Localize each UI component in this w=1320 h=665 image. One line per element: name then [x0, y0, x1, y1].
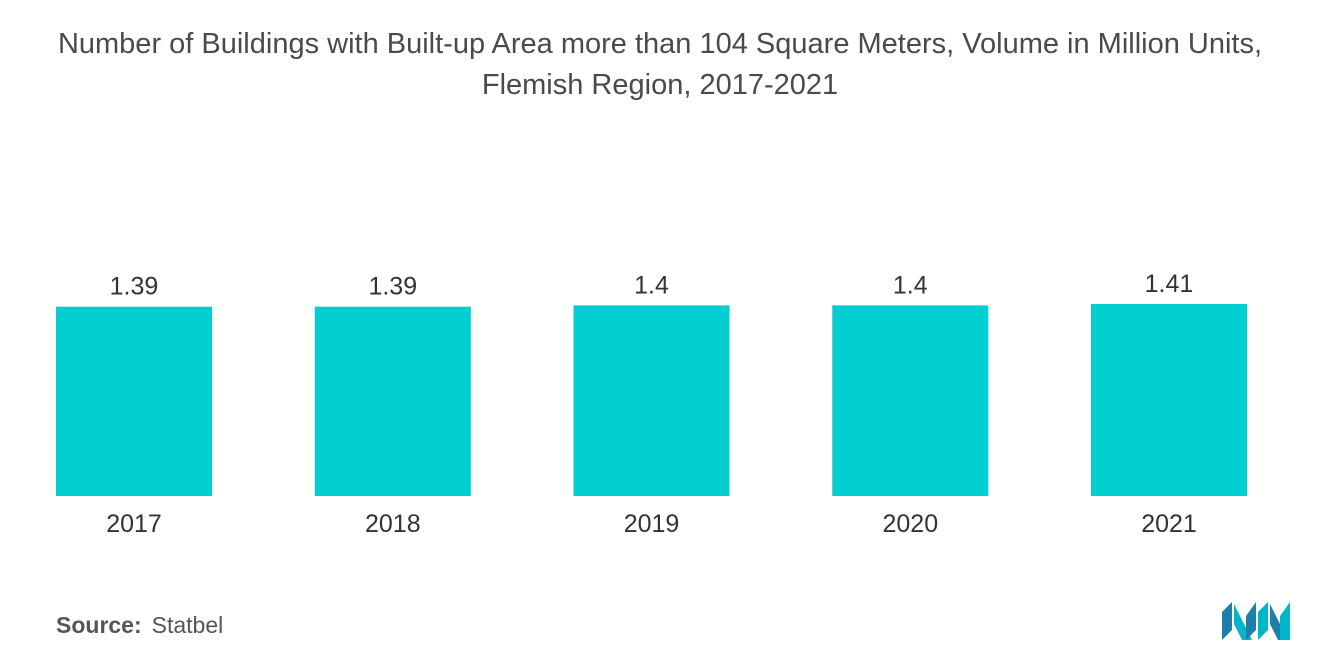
- x-tick-label-2021: 2021: [1141, 510, 1197, 538]
- x-tick-label-2020: 2020: [882, 510, 938, 538]
- value-label-2020: 1.4: [893, 271, 928, 299]
- x-tick-label-2018: 2018: [365, 510, 421, 538]
- source-label: Source:: [56, 612, 142, 638]
- bar-2018: [314, 306, 471, 496]
- value-label-2018: 1.39: [368, 273, 417, 301]
- value-label-2021: 1.41: [1145, 270, 1194, 298]
- bar-2019: [573, 305, 730, 496]
- value-label-2019: 1.4: [634, 271, 669, 299]
- bar-2020: [832, 305, 989, 496]
- bar-2017: [56, 306, 212, 496]
- source-value: Statbel: [151, 612, 224, 638]
- source-line: Source: Statbel: [56, 612, 223, 639]
- x-tick-label-2019: 2019: [624, 510, 680, 538]
- value-label-2017: 1.39: [110, 273, 159, 301]
- x-tick-label-2017: 2017: [106, 510, 162, 538]
- chart-title: Number of Buildings with Built-up Area m…: [57, 28, 1263, 101]
- brand-logo-icon: [1222, 602, 1290, 640]
- bar-2021: [1091, 304, 1247, 496]
